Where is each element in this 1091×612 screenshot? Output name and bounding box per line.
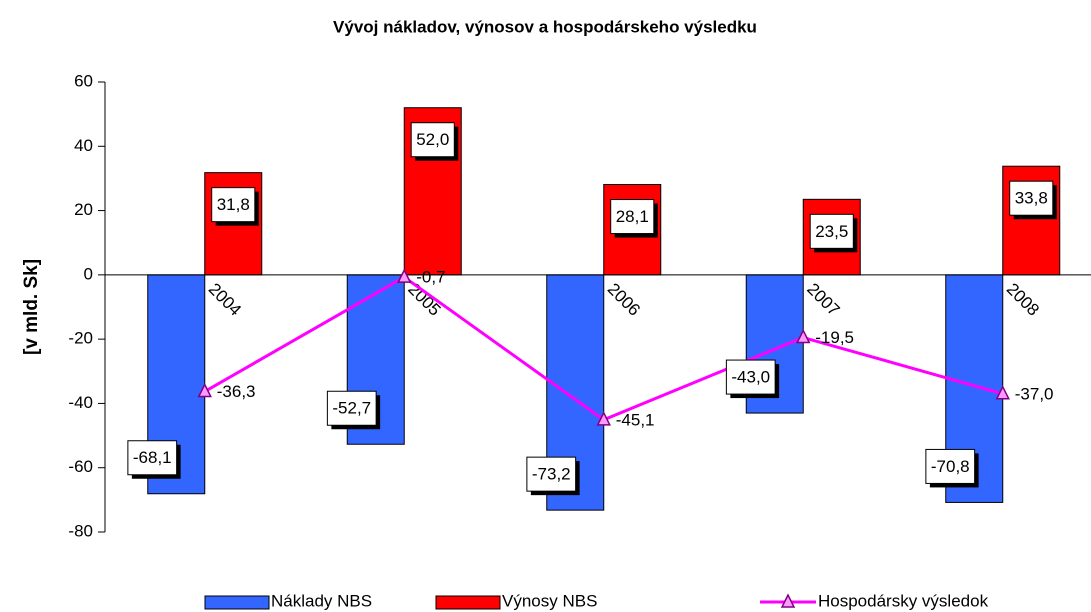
data-label-box: -68,1 <box>127 440 181 479</box>
data-label-box: 33,8 <box>1009 180 1057 220</box>
y-tick-label: 40 <box>74 136 93 155</box>
data-label-box: -43,0 <box>725 359 780 399</box>
data-label: -0,7 <box>416 268 445 287</box>
chart-title: Vývoj nákladov, výnosov a hospodárskeho … <box>333 17 757 36</box>
label-bg <box>725 359 776 395</box>
legend-marker <box>780 593 796 608</box>
data-label-box: 31,8 <box>211 187 259 226</box>
data-label-box: -73,2 <box>526 456 580 496</box>
y-tick-label: -20 <box>68 329 93 348</box>
y-tick-label: -80 <box>68 521 93 540</box>
data-label: -52,7 <box>332 399 371 418</box>
legend-swatch <box>204 595 270 610</box>
y-tick-label: 0 <box>84 264 93 283</box>
data-label: -43,0 <box>731 368 770 387</box>
legend-label: Hospodársky výsledok <box>818 591 989 610</box>
data-label: 28,1 <box>616 207 649 226</box>
data-label-box: -70,8 <box>925 448 979 488</box>
y-tick-label: -40 <box>68 393 93 412</box>
data-label: -73,2 <box>532 465 571 484</box>
marker <box>995 385 1010 400</box>
marker <box>197 382 212 398</box>
x-tick-label: 2006 <box>604 279 644 319</box>
data-label: -36,3 <box>217 382 256 401</box>
data-label: 23,5 <box>815 222 848 241</box>
data-label: -68,1 <box>133 448 172 467</box>
data-label-box: 23,5 <box>809 213 858 253</box>
x-tick-label: 2008 <box>1003 279 1043 319</box>
label-bg <box>410 122 455 158</box>
data-label-box: -52,7 <box>326 390 381 430</box>
x-tick-label: 2004 <box>205 279 245 319</box>
label-bg <box>526 456 577 492</box>
legend-label: Výnosy NBS <box>502 591 597 610</box>
x-tick-label: 2007 <box>803 279 843 319</box>
label-bg <box>809 213 854 249</box>
marker <box>397 268 412 283</box>
marker <box>596 411 611 426</box>
label-bg <box>610 199 655 235</box>
data-label: -70,8 <box>931 457 970 476</box>
data-label: 52,0 <box>416 130 449 149</box>
y-axis-label: [v mld. Sk] <box>21 259 42 355</box>
data-label-box: 28,1 <box>610 199 658 238</box>
label-bg <box>326 390 377 426</box>
data-label-box: 52,0 <box>410 122 459 161</box>
data-label: -37,0 <box>1015 384 1054 403</box>
marker <box>796 328 811 344</box>
y-tick-label: -60 <box>68 457 93 476</box>
label-bg <box>127 440 178 476</box>
label-bg <box>211 187 256 223</box>
legend-label: Náklady NBS <box>271 591 372 610</box>
data-label: -19,5 <box>815 328 854 347</box>
label-bg <box>1009 180 1054 216</box>
label-bg <box>925 448 976 484</box>
y-tick-label: 20 <box>74 200 93 219</box>
data-label: -45,1 <box>616 410 655 429</box>
legend-swatch <box>435 595 501 610</box>
y-tick-label: 60 <box>74 71 93 90</box>
data-label: 31,8 <box>217 195 250 214</box>
data-label: 33,8 <box>1015 189 1048 208</box>
